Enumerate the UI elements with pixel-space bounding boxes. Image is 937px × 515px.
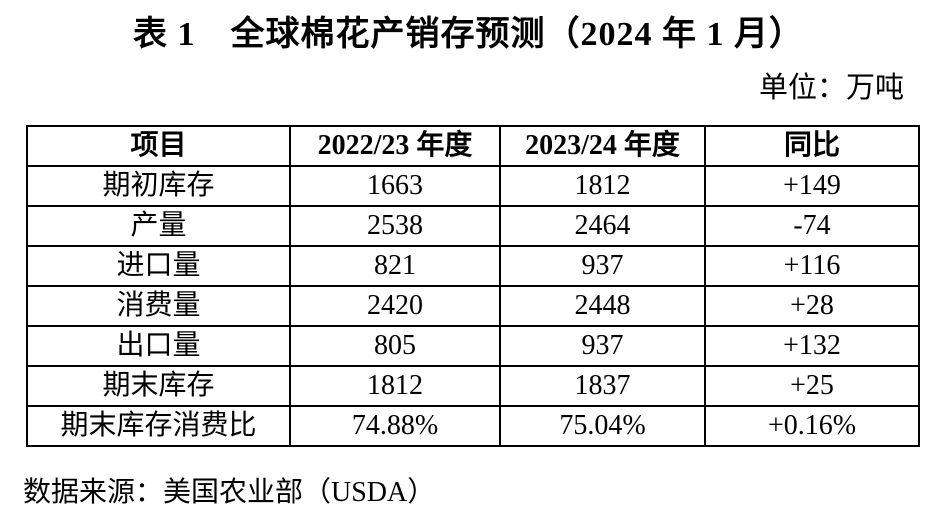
value-2023-24: 1812: [499, 165, 706, 207]
value-yoy: -74: [704, 205, 920, 247]
value-2022-23: 1663: [289, 165, 501, 207]
value-2023-24: 1837: [499, 365, 706, 407]
row-label: 出口量: [26, 325, 291, 367]
row-label: 期末库存: [26, 365, 291, 407]
table-row: 期末库存 1812 1837 +25: [26, 365, 920, 407]
column-header-2022-23: 2022/23 年度: [289, 125, 501, 167]
value-yoy: +149: [704, 165, 920, 207]
cotton-forecast-table: 项目 2022/23 年度 2023/24 年度 同比 期初库存 1663 18…: [26, 125, 920, 447]
value-yoy: +25: [704, 365, 920, 407]
value-2022-23: 805: [289, 325, 501, 367]
value-2022-23: 2420: [289, 285, 501, 327]
row-label: 期末库存消费比: [26, 405, 291, 447]
unit-note: 单位：万吨: [758, 72, 904, 104]
header-row: 项目 2022/23 年度 2023/24 年度 同比: [26, 125, 920, 167]
value-2022-23: 1812: [289, 365, 501, 407]
table-title: 表 1 全球棉花产销存预测（2024 年 1 月）: [133, 16, 804, 53]
table-row: 消费量 2420 2448 +28: [26, 285, 920, 327]
row-label: 产量: [26, 205, 291, 247]
value-yoy: +0.16%: [704, 405, 920, 447]
value-yoy: +132: [704, 325, 920, 367]
value-2022-23: 2538: [289, 205, 501, 247]
value-yoy: +116: [704, 245, 920, 287]
table-row: 进口量 821 937 +116: [26, 245, 920, 287]
column-header-item: 项目: [26, 125, 291, 167]
row-label: 期初库存: [26, 165, 291, 207]
row-label: 消费量: [26, 285, 291, 327]
value-yoy: +28: [704, 285, 920, 327]
value-2023-24: 937: [499, 245, 706, 287]
table-row: 出口量 805 937 +132: [26, 325, 920, 367]
table-row: 期末库存消费比 74.88% 75.04% +0.16%: [26, 405, 920, 447]
value-2023-24: 75.04%: [499, 405, 706, 447]
value-2023-24: 2448: [499, 285, 706, 327]
table-row: 产量 2538 2464 -74: [26, 205, 920, 247]
row-label: 进口量: [26, 245, 291, 287]
value-2023-24: 937: [499, 325, 706, 367]
data-source-note: 数据来源：美国农业部（USDA）: [23, 477, 436, 508]
value-2022-23: 74.88%: [289, 405, 501, 447]
value-2022-23: 821: [289, 245, 501, 287]
table-row: 期初库存 1663 1812 +149: [26, 165, 920, 207]
column-header-2023-24: 2023/24 年度: [499, 125, 706, 167]
column-header-yoy: 同比: [704, 125, 920, 167]
value-2023-24: 2464: [499, 205, 706, 247]
